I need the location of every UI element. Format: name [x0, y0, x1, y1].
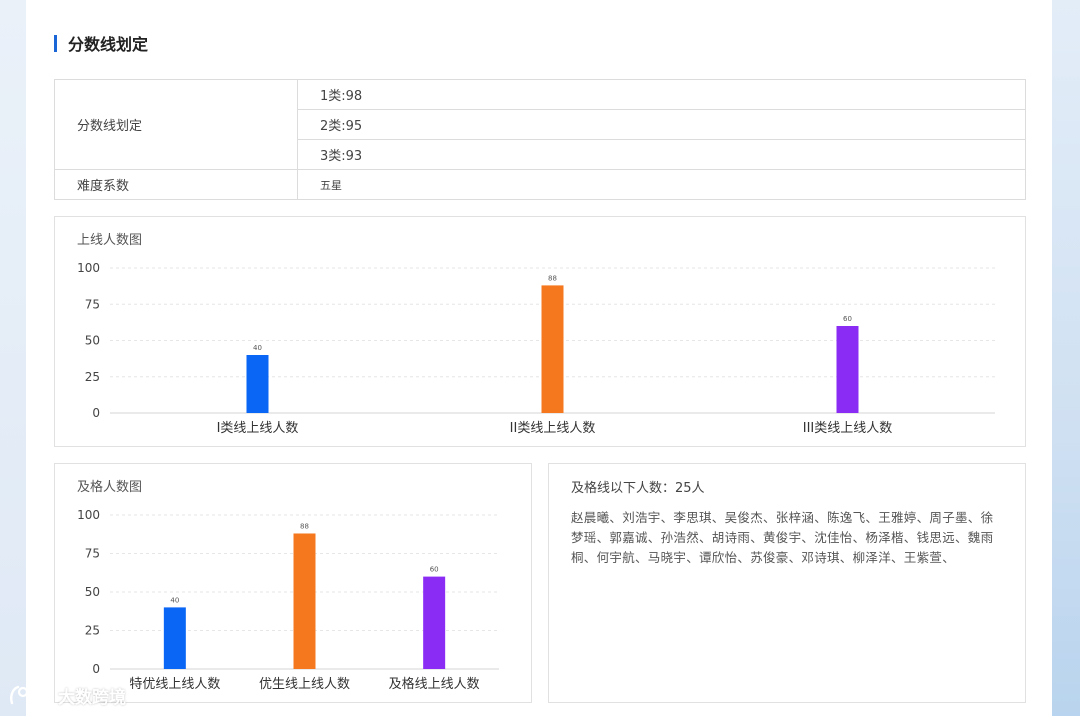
score-line-label: 分数线划定 [54, 79, 298, 170]
pass-chart-panel: 及格人数图 0 25 50 75 100 40 特优线上线人数 88 优生线上线人数 60 及格线上… [54, 463, 532, 703]
y-tick-label: 100 [77, 261, 100, 275]
online-chart-title: 上线人数图 [77, 233, 143, 248]
watermark: 大数跨境 [8, 681, 126, 709]
x-tick-label: I类线上线人数 [217, 421, 299, 436]
table-row: 3类:93 [55, 139, 1026, 170]
table-row: 难度系数 五星 [54, 169, 1026, 200]
online-bar-chart: 0 25 50 75 100 40 I类线上线人数 88 II类线上线人数 60 III类线上线人数 [77, 261, 995, 436]
section-accent-bar [54, 34, 57, 52]
score-line-class-1: 1类:98 [297, 79, 1026, 110]
x-tick-label: 及格线上线人数 [389, 676, 480, 692]
bar [163, 607, 186, 669]
data-label: 88 [300, 522, 309, 530]
watermark-logo-icon [10, 685, 49, 705]
pass-bar-chart: 0 25 50 75 100 40 特优线上线人数 88 优生线上线人数 60 及格线上线人数 [77, 508, 499, 692]
pass-chart-title: 及格人数图 [77, 480, 143, 495]
table-row: 2类:95 [55, 109, 1026, 140]
online-chart-panel: 上线人数图 0 25 50 75 100 40 I类线上线人数 88 II类线上线人数 60 III… [54, 216, 1026, 447]
x-tick-label: III类线上线人数 [803, 421, 893, 436]
section-header: 分数线划定 [54, 33, 149, 54]
score-line-table: 分数线划定 1类:98 2类:95 3类:93 难度系数 五星 [54, 79, 1026, 200]
below-pass-panel: 及格线以下人数：25人 赵晨曦、刘浩宇、李思琪、吴俊杰、张梓涵、陈逸飞、王雅婷、… [548, 463, 1026, 703]
section-title: 分数线划定 [68, 35, 149, 54]
data-label: 88 [548, 274, 557, 282]
difficulty-label: 难度系数 [54, 169, 298, 200]
below-pass-summary: 及格线以下人数：25人 [571, 481, 705, 496]
bar [423, 576, 446, 669]
y-tick-label: 50 [85, 334, 100, 348]
bar [541, 285, 564, 413]
y-tick-label: 25 [85, 624, 100, 638]
score-line-class-2: 2类:95 [297, 109, 1026, 140]
data-label: 40 [253, 344, 262, 352]
bar [246, 355, 269, 413]
page-background-left [0, 0, 26, 716]
x-tick-label: 优生线上线人数 [259, 677, 350, 692]
y-tick-label: 0 [92, 406, 100, 420]
bar [836, 326, 859, 413]
x-tick-label: II类线上线人数 [510, 421, 596, 436]
score-line-class-3: 3类:93 [297, 139, 1026, 170]
page-background-right [1052, 0, 1080, 716]
y-tick-label: 50 [85, 585, 100, 599]
data-label: 60 [843, 315, 852, 323]
y-tick-label: 25 [85, 370, 100, 384]
bar [293, 533, 316, 669]
difficulty-value: 五星 [297, 169, 1026, 200]
below-pass-names: 赵晨曦、刘浩宇、李思琪、吴俊杰、张梓涵、陈逸飞、王雅婷、周子墨、徐梦瑶、郭嘉诚、… [571, 510, 994, 565]
watermark-text: 大数跨境 [58, 687, 126, 708]
y-tick-label: 0 [92, 662, 100, 676]
y-tick-label: 75 [85, 297, 100, 311]
table-row: 分数线划定 1类:98 [54, 79, 1026, 170]
y-tick-label: 100 [77, 508, 100, 522]
data-label: 40 [170, 596, 179, 604]
y-tick-label: 75 [85, 547, 100, 561]
x-tick-label: 特优线上线人数 [129, 677, 220, 692]
data-label: 60 [430, 566, 439, 574]
